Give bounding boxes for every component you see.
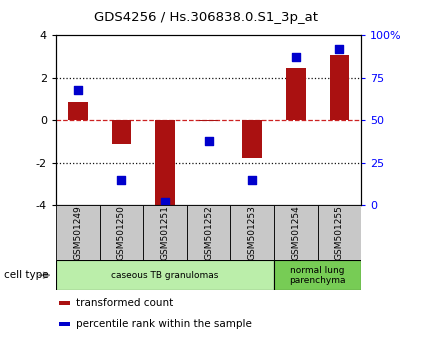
Point <box>205 138 212 144</box>
Point <box>74 87 81 93</box>
Bar <box>59 301 70 305</box>
Bar <box>59 322 70 326</box>
Bar <box>56 260 274 290</box>
Text: GSM501253: GSM501253 <box>248 205 257 260</box>
Point <box>118 177 125 183</box>
Bar <box>274 205 318 260</box>
Bar <box>286 68 306 120</box>
Bar <box>318 205 361 260</box>
Text: GSM501250: GSM501250 <box>117 205 126 260</box>
Text: GSM501249: GSM501249 <box>73 205 82 260</box>
Text: percentile rank within the sample: percentile rank within the sample <box>76 319 252 329</box>
Bar <box>199 120 218 121</box>
Point <box>292 55 299 60</box>
Bar <box>68 102 88 120</box>
Text: GSM501255: GSM501255 <box>335 205 344 260</box>
Point <box>336 46 343 52</box>
Text: GSM501254: GSM501254 <box>291 205 300 260</box>
Point <box>162 199 169 205</box>
Text: caseous TB granulomas: caseous TB granulomas <box>111 271 218 280</box>
Bar <box>155 120 175 206</box>
Bar <box>230 205 274 260</box>
Text: GSM501251: GSM501251 <box>160 205 169 260</box>
Text: GSM501252: GSM501252 <box>204 205 213 260</box>
Bar <box>274 260 361 290</box>
Text: cell type: cell type <box>4 270 49 280</box>
Bar <box>56 205 99 260</box>
Bar <box>111 120 131 144</box>
Bar <box>187 205 230 260</box>
Text: transformed count: transformed count <box>76 298 173 308</box>
Text: normal lung
parenchyma: normal lung parenchyma <box>289 266 346 285</box>
Bar <box>243 120 262 158</box>
Bar <box>99 205 143 260</box>
Text: GDS4256 / Hs.306838.0.S1_3p_at: GDS4256 / Hs.306838.0.S1_3p_at <box>95 11 318 24</box>
Point <box>249 177 255 183</box>
Bar <box>143 205 187 260</box>
Bar <box>329 55 349 120</box>
